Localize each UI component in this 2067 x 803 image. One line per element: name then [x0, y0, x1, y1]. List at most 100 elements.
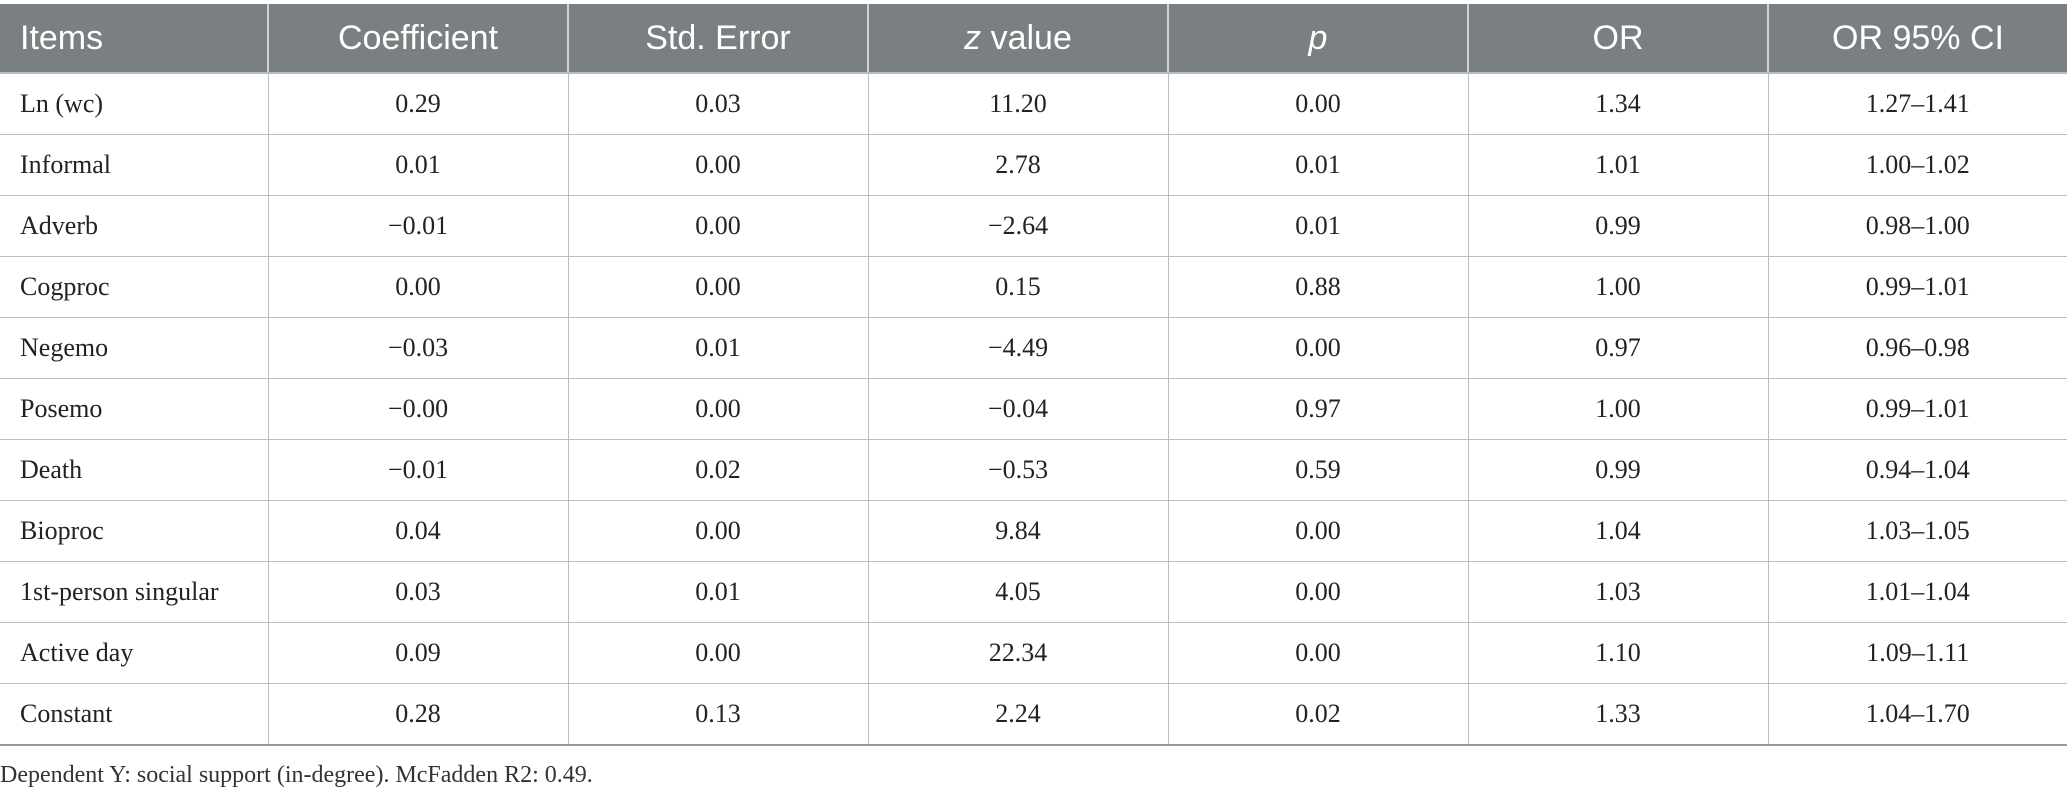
cell-coefficient: 0.00 — [268, 256, 569, 318]
header-row: Items Coefficient Std. Error z value p OR OR 9… — [0, 4, 2067, 74]
cell-coefficient: 0.04 — [268, 500, 569, 562]
cell-odds-ratio: 0.99 — [1468, 439, 1769, 501]
cell-std-error: 0.00 — [568, 622, 869, 684]
cell-p-value: 0.00 — [1168, 500, 1469, 562]
cell-odds-ratio: 1.34 — [1468, 73, 1769, 135]
cell-items: Death — [0, 439, 269, 501]
table-row: 1st-person singular 0.03 0.01 4.05 0.00 1.03 1… — [0, 561, 2067, 623]
cell-odds-ratio: 1.01 — [1468, 134, 1769, 196]
cell-coefficient: −0.01 — [268, 439, 569, 501]
cell-z-value: −2.64 — [868, 195, 1169, 257]
cell-items: Ln (wc) — [0, 73, 269, 135]
cell-items: Informal — [0, 134, 269, 196]
cell-items: Cogproc — [0, 256, 269, 318]
cell-std-error: 0.13 — [568, 683, 869, 746]
cell-p-value: 0.59 — [1168, 439, 1469, 501]
column-header-items: Items — [0, 4, 269, 74]
cell-z-value: 11.20 — [868, 73, 1169, 135]
column-header-italic-part: z — [964, 18, 982, 57]
regression-table: Items Coefficient Std. Error z value p OR OR 9… — [0, 4, 2067, 746]
column-header-odds-ratio: OR — [1468, 4, 1769, 74]
cell-odds-ratio: 1.00 — [1468, 378, 1769, 440]
table-row: Death −0.01 0.02 −0.53 0.59 0.99 0.94–1.04 — [0, 439, 2067, 501]
cell-odds-ratio: 1.33 — [1468, 683, 1769, 746]
table-row: Active day 0.09 0.00 22.34 0.00 1.10 1.09–1.11 — [0, 622, 2067, 684]
table-row: Ln (wc) 0.29 0.03 11.20 0.00 1.34 1.27–1.41 — [0, 73, 2067, 135]
cell-p-value: 0.00 — [1168, 73, 1469, 135]
cell-items: Negemo — [0, 317, 269, 379]
cell-or-95-ci: 0.99–1.01 — [1768, 256, 2067, 318]
column-header-std-error: Std. Error — [568, 4, 869, 74]
cell-items: Posemo — [0, 378, 269, 440]
column-header-p-value: p — [1168, 4, 1469, 74]
table-row: Bioproc 0.04 0.00 9.84 0.00 1.04 1.03–1.05 — [0, 500, 2067, 562]
cell-std-error: 0.01 — [568, 317, 869, 379]
cell-or-95-ci: 0.98–1.00 — [1768, 195, 2067, 257]
table-row: Informal 0.01 0.00 2.78 0.01 1.01 1.00–1.02 — [0, 134, 2067, 196]
cell-p-value: 0.00 — [1168, 561, 1469, 623]
column-header-z-value: z value — [868, 4, 1169, 74]
column-header-coefficient: Coefficient — [268, 4, 569, 74]
cell-coefficient: 0.29 — [268, 73, 569, 135]
cell-items: 1st-person singular — [0, 561, 269, 623]
cell-z-value: 2.78 — [868, 134, 1169, 196]
cell-coefficient: −0.03 — [268, 317, 569, 379]
table-row: Negemo −0.03 0.01 −4.49 0.00 0.97 0.96–0.98 — [0, 317, 2067, 379]
column-header-rest-part: value — [981, 18, 1072, 57]
cell-odds-ratio: 0.99 — [1468, 195, 1769, 257]
cell-p-value: 0.00 — [1168, 317, 1469, 379]
cell-odds-ratio: 0.97 — [1468, 317, 1769, 379]
cell-z-value: 4.05 — [868, 561, 1169, 623]
cell-p-value: 0.88 — [1168, 256, 1469, 318]
cell-p-value: 0.01 — [1168, 195, 1469, 257]
cell-odds-ratio: 1.04 — [1468, 500, 1769, 562]
cell-or-95-ci: 0.94–1.04 — [1768, 439, 2067, 501]
cell-or-95-ci: 0.99–1.01 — [1768, 378, 2067, 440]
cell-std-error: 0.02 — [568, 439, 869, 501]
cell-odds-ratio: 1.00 — [1468, 256, 1769, 318]
cell-z-value: −0.53 — [868, 439, 1169, 501]
cell-odds-ratio: 1.10 — [1468, 622, 1769, 684]
cell-or-95-ci: 1.27–1.41 — [1768, 73, 2067, 135]
cell-coefficient: −0.00 — [268, 378, 569, 440]
cell-coefficient: 0.09 — [268, 622, 569, 684]
cell-items: Active day — [0, 622, 269, 684]
cell-z-value: 9.84 — [868, 500, 1169, 562]
cell-p-value: 0.97 — [1168, 378, 1469, 440]
cell-items: Adverb — [0, 195, 269, 257]
cell-std-error: 0.01 — [568, 561, 869, 623]
cell-items: Bioproc — [0, 500, 269, 562]
cell-z-value: −4.49 — [868, 317, 1169, 379]
regression-table-container: Items Coefficient Std. Error z value p OR OR 9… — [0, 4, 2067, 746]
cell-p-value: 0.01 — [1168, 134, 1469, 196]
cell-std-error: 0.00 — [568, 378, 869, 440]
cell-z-value: −0.04 — [868, 378, 1169, 440]
cell-or-95-ci: 1.09–1.11 — [1768, 622, 2067, 684]
table-row: Constant 0.28 0.13 2.24 0.02 1.33 1.04–1.70 — [0, 683, 2067, 746]
cell-std-error: 0.00 — [568, 134, 869, 196]
cell-p-value: 0.02 — [1168, 683, 1469, 746]
cell-std-error: 0.00 — [568, 195, 869, 257]
table-row: Posemo −0.00 0.00 −0.04 0.97 1.00 0.99–1.01 — [0, 378, 2067, 440]
cell-or-95-ci: 1.01–1.04 — [1768, 561, 2067, 623]
table-footnote: Dependent Y: social support (in-degree).… — [0, 762, 593, 788]
cell-odds-ratio: 1.03 — [1468, 561, 1769, 623]
table-body: Ln (wc) 0.29 0.03 11.20 0.00 1.34 1.27–1.41 Inf… — [0, 73, 2067, 746]
cell-p-value: 0.00 — [1168, 622, 1469, 684]
cell-coefficient: 0.01 — [268, 134, 569, 196]
cell-or-95-ci: 0.96–0.98 — [1768, 317, 2067, 379]
cell-or-95-ci: 1.04–1.70 — [1768, 683, 2067, 746]
cell-z-value: 2.24 — [868, 683, 1169, 746]
cell-items: Constant — [0, 683, 269, 746]
cell-coefficient: −0.01 — [268, 195, 569, 257]
table-row: Adverb −0.01 0.00 −2.64 0.01 0.99 0.98–1.00 — [0, 195, 2067, 257]
table-header: Items Coefficient Std. Error z value p OR OR 9… — [0, 4, 2067, 74]
cell-or-95-ci: 1.03–1.05 — [1768, 500, 2067, 562]
cell-coefficient: 0.28 — [268, 683, 569, 746]
cell-z-value: 0.15 — [868, 256, 1169, 318]
cell-or-95-ci: 1.00–1.02 — [1768, 134, 2067, 196]
column-header-italic-part: p — [1308, 18, 1328, 57]
cell-std-error: 0.03 — [568, 73, 869, 135]
cell-std-error: 0.00 — [568, 500, 869, 562]
cell-z-value: 22.34 — [868, 622, 1169, 684]
